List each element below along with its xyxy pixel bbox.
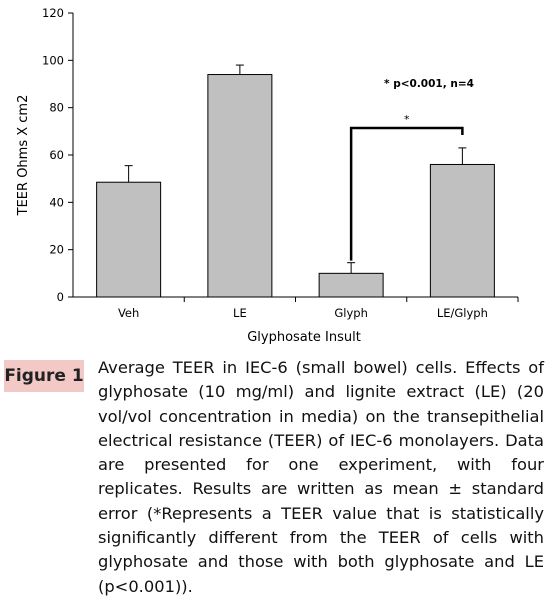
x-tick-label: Veh [118,306,139,320]
bar-le [207,74,273,298]
bracket-star: * [404,113,410,126]
y-tick-label: 120 [42,6,64,20]
chart-bars [96,64,495,298]
figure-label: Figure 1 [4,360,84,392]
bar-leglyph [429,163,495,298]
x-tick-label: LE [233,306,247,320]
y-tick-label: 0 [57,290,64,304]
y-axis-label: TEER Ohms X cm2 [16,95,31,217]
x-axis-label: Glyphosate Insult [247,330,361,345]
bar-glyph [318,272,384,298]
significance-note: * p<0.001, n=4 [384,78,474,90]
y-tick-label: 40 [49,195,64,209]
y-tick-label: 80 [49,101,64,115]
y-tick-label: 100 [42,53,64,67]
y-tick-label: 60 [49,148,64,162]
bar-chart: 0 20 40 60 80 100 120 Veh LE Glyph LE/Glyph * p<0.… [16,6,519,345]
x-tick-label: Glyph [334,306,368,320]
significance-bracket [349,126,464,261]
x-tick-label: LE/Glyph [437,306,488,320]
chart-ticks: 0 20 40 60 80 100 120 Veh LE Glyph LE/Glyph [42,6,519,320]
y-tick-label: 20 [49,243,64,257]
bar-veh [96,181,162,298]
chart-annotations: * p<0.001, n=4 * [349,78,474,261]
figure-caption: Average TEER in IEC-6 (small bowel) cell… [98,358,544,596]
